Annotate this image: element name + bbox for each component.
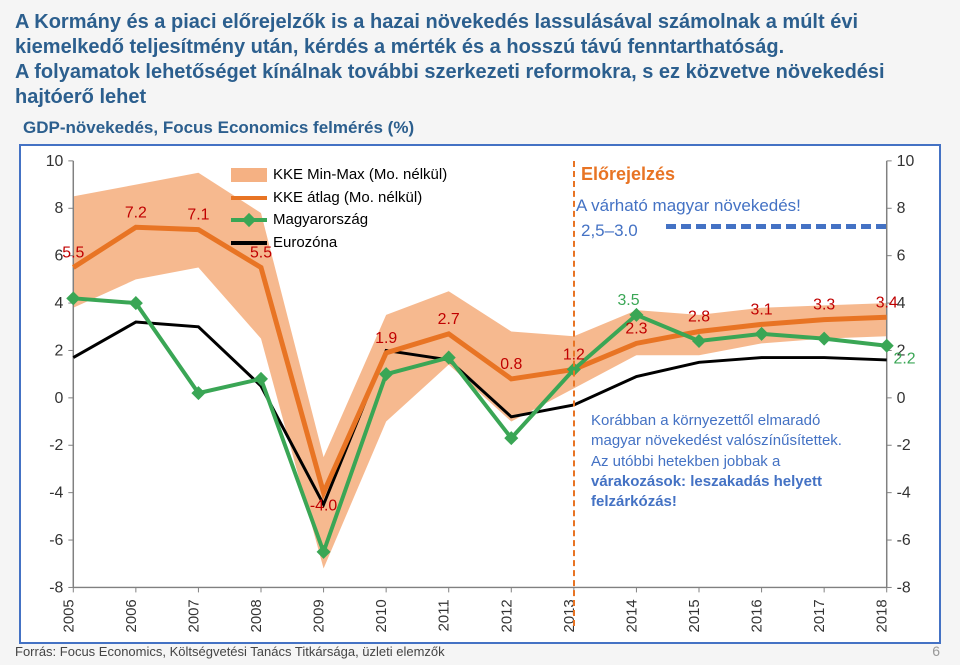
svg-text:0: 0: [55, 390, 64, 407]
svg-text:0.8: 0.8: [500, 356, 522, 373]
svg-text:2.7: 2.7: [438, 311, 460, 328]
svg-text:2.8: 2.8: [688, 309, 710, 326]
svg-text:-4: -4: [897, 485, 911, 502]
svg-text:2: 2: [55, 342, 64, 359]
svg-text:2017: 2017: [812, 599, 828, 632]
svg-text:2006: 2006: [124, 599, 140, 632]
svg-text:-2: -2: [897, 437, 911, 454]
svg-text:-4.0: -4.0: [310, 498, 338, 515]
svg-text:2005: 2005: [61, 599, 77, 632]
legend-item: Eurozóna: [231, 232, 447, 255]
note-box: Korábban a környezettől elmaradó magyar …: [591, 411, 861, 512]
svg-text:3.4: 3.4: [876, 294, 898, 311]
svg-text:7.2: 7.2: [125, 204, 147, 221]
svg-text:5.5: 5.5: [62, 245, 84, 262]
svg-text:10: 10: [897, 153, 915, 170]
footer-source: Forrás: Focus Economics, Költségvetési T…: [15, 644, 445, 659]
svg-text:2012: 2012: [499, 599, 515, 632]
svg-text:2015: 2015: [687, 599, 703, 632]
svg-text:-6: -6: [49, 532, 63, 549]
svg-text:-8: -8: [897, 579, 911, 596]
svg-text:2016: 2016: [750, 599, 766, 632]
note-expected: A várható magyar növekedés!: [576, 196, 801, 216]
svg-text:-2: -2: [49, 437, 63, 454]
svg-text:2010: 2010: [374, 599, 390, 632]
dashed-arrow: [666, 224, 886, 230]
note-range: 2,5–3.0: [581, 221, 638, 241]
svg-text:2011: 2011: [437, 599, 453, 631]
page-number: 6: [932, 643, 940, 659]
svg-text:8: 8: [897, 200, 906, 217]
chart-container: -8-8-6-6-4-4-2-2002244668810102005200620…: [19, 144, 941, 644]
svg-text:1.9: 1.9: [375, 330, 397, 347]
legend: KKE Min-Max (Mo. nélkül) KKE átlag (Mo. …: [231, 164, 447, 254]
svg-text:8: 8: [55, 200, 64, 217]
svg-text:2013: 2013: [562, 599, 578, 632]
svg-text:0: 0: [897, 390, 906, 407]
svg-text:2.2: 2.2: [894, 351, 916, 368]
svg-text:2.3: 2.3: [625, 320, 647, 337]
svg-text:3.3: 3.3: [813, 297, 835, 314]
svg-text:7.1: 7.1: [187, 207, 209, 224]
svg-text:2014: 2014: [624, 599, 640, 632]
legend-item: KKE Min-Max (Mo. nélkül): [231, 164, 447, 187]
svg-text:6: 6: [897, 248, 906, 265]
svg-text:-6: -6: [897, 532, 911, 549]
forecast-divider: [573, 161, 575, 626]
svg-text:3.5: 3.5: [617, 292, 639, 309]
svg-text:3.1: 3.1: [751, 301, 773, 318]
svg-text:-4: -4: [49, 485, 63, 502]
page-title: A Kormány és a piaci előrejelzők is a ha…: [15, 10, 945, 110]
legend-item: Magyarország: [231, 209, 447, 232]
svg-text:4: 4: [897, 295, 906, 312]
svg-text:2007: 2007: [186, 599, 202, 632]
gdp-chart: -8-8-6-6-4-4-2-2002244668810102005200620…: [21, 146, 939, 642]
svg-text:4: 4: [55, 295, 64, 312]
svg-text:2018: 2018: [875, 599, 891, 632]
svg-text:2008: 2008: [249, 599, 265, 632]
chart-subtitle: GDP-növekedés, Focus Economics felmérés …: [23, 118, 945, 138]
svg-text:2009: 2009: [312, 599, 328, 632]
svg-text:-8: -8: [49, 579, 63, 596]
forecast-label: Előrejelzés: [581, 164, 675, 185]
legend-item: KKE átlag (Mo. nélkül): [231, 187, 447, 210]
svg-text:10: 10: [46, 153, 64, 170]
